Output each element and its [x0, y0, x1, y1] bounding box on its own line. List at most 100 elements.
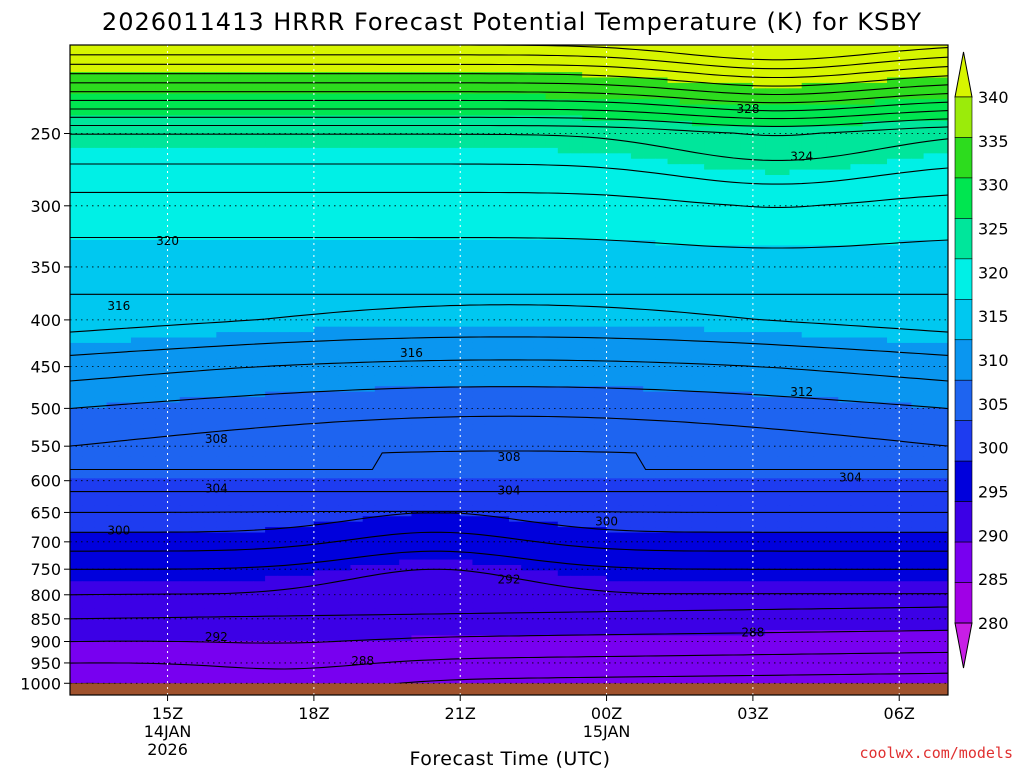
field-cell	[911, 158, 925, 165]
field-cell	[740, 185, 754, 192]
field-cell	[667, 245, 681, 252]
field-cell	[277, 93, 291, 100]
field-cell	[472, 353, 486, 360]
field-cell	[82, 82, 95, 89]
field-cell	[801, 223, 815, 230]
field-cell	[728, 310, 742, 317]
field-cell	[82, 115, 95, 122]
field-cell	[179, 348, 193, 355]
field-cell	[155, 104, 169, 111]
field-cell	[874, 196, 888, 203]
field-cell	[667, 359, 681, 366]
field-cell	[789, 240, 803, 247]
field-cell	[313, 99, 327, 106]
field-cell	[155, 202, 169, 209]
field-cell	[289, 72, 303, 79]
field-cell	[569, 185, 583, 192]
field-cell	[167, 229, 181, 236]
field-cell	[362, 120, 376, 127]
field-cell	[728, 131, 742, 138]
field-cell	[887, 413, 900, 420]
field-cell	[228, 202, 242, 209]
field-cell	[301, 153, 315, 160]
field-cell	[740, 120, 754, 127]
field-cell	[582, 50, 595, 57]
field-cell	[106, 272, 120, 279]
field-cell	[838, 61, 852, 68]
field-cell	[509, 137, 522, 144]
field-cell	[606, 137, 620, 144]
field-cell	[301, 185, 315, 192]
field-cell	[533, 66, 547, 73]
field-cell	[82, 418, 95, 425]
field-cell	[582, 277, 595, 284]
field-cell	[106, 55, 120, 62]
field-cell	[899, 240, 913, 247]
field-cell	[874, 397, 888, 404]
field-cell	[362, 380, 376, 387]
field-cell	[350, 250, 364, 257]
field-cell	[557, 77, 571, 84]
field-cell	[813, 196, 827, 203]
field-cell	[862, 397, 876, 404]
field-cell	[667, 207, 681, 214]
field-cell	[618, 359, 632, 366]
field-cell	[716, 337, 730, 344]
field-cell	[374, 256, 388, 263]
field-cell	[630, 175, 644, 182]
field-cell	[106, 277, 120, 284]
field-cell	[887, 272, 900, 279]
field-cell	[874, 191, 888, 198]
field-cell	[240, 348, 254, 355]
field-cell	[716, 218, 730, 225]
field-cell	[362, 196, 376, 203]
field-cell	[204, 267, 217, 274]
field-cell	[301, 283, 315, 290]
field-cell	[716, 283, 730, 290]
field-cell	[118, 218, 132, 225]
field-cell	[533, 158, 547, 165]
field-cell	[326, 310, 339, 317]
field-cell	[106, 153, 120, 160]
field-cell	[484, 305, 498, 312]
field-cell	[118, 391, 132, 398]
field-cell	[435, 326, 449, 333]
field-cell	[716, 142, 730, 149]
field-cell	[399, 267, 413, 274]
field-cell	[862, 72, 876, 79]
field-cell	[923, 110, 937, 117]
field-cell	[387, 240, 400, 247]
field-cell	[435, 359, 449, 366]
field-cell	[618, 380, 632, 387]
field-cell	[411, 310, 425, 317]
field-cell	[387, 229, 400, 236]
field-cell	[850, 229, 864, 236]
field-cell	[118, 66, 132, 73]
field-cell	[70, 185, 83, 192]
field-cell	[618, 321, 632, 328]
field-cell	[155, 315, 169, 322]
field-cell	[301, 326, 315, 333]
field-cell	[313, 267, 327, 274]
field-cell	[691, 45, 705, 52]
field-cell	[704, 191, 717, 198]
field-cell	[911, 256, 925, 263]
field-cell	[935, 305, 948, 312]
field-cell	[557, 277, 571, 284]
field-cell	[862, 391, 876, 398]
field-cell	[387, 77, 400, 84]
field-cell	[691, 180, 705, 187]
field-cell	[289, 256, 303, 263]
field-cell	[752, 397, 766, 404]
field-cell	[70, 277, 83, 284]
field-cell	[874, 88, 888, 95]
field-cell	[789, 147, 803, 154]
field-cell	[94, 191, 108, 198]
field-cell	[667, 240, 681, 247]
field-cell	[82, 110, 95, 117]
field-cell	[569, 169, 583, 176]
field-cell	[313, 169, 327, 176]
field-cell	[204, 153, 217, 160]
field-cell	[484, 202, 498, 209]
field-cell	[313, 348, 327, 355]
